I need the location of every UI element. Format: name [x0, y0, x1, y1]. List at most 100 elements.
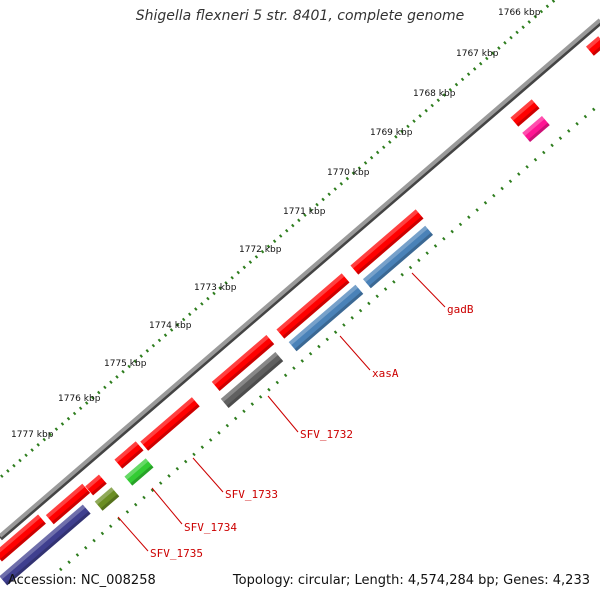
- reverse-cds-indigo-shade: [5, 511, 91, 586]
- leader-line-3: [267, 395, 299, 433]
- forward-cds-9: [45, 483, 91, 525]
- gene-gadB-highlight: [363, 225, 428, 283]
- forward-cds-4-body: [276, 273, 350, 339]
- forward-cds-5-shade: [217, 341, 275, 392]
- forward-cds-1: [510, 99, 540, 127]
- forward-cds-9-body: [45, 483, 91, 525]
- gene-SFV_1732: [220, 351, 284, 409]
- reverse-cds-indigo: [0, 504, 91, 586]
- forward-cds-3-body: [350, 209, 424, 275]
- tick-label-1766-kbp: 1766 kbp: [498, 8, 541, 18]
- forward-cds-1-shade: [516, 106, 540, 127]
- gene-SFV_1732-highlight: [220, 351, 278, 402]
- gene-SFV_1734: [124, 458, 154, 486]
- gene-SFV_1735: [94, 487, 120, 511]
- forward-cds-2: [586, 36, 600, 56]
- gene-SFV_1732-body: [220, 351, 284, 409]
- gene-label-xasA: xasA: [372, 367, 399, 380]
- reverse-cds-pink-shade: [528, 122, 550, 143]
- forward-cds-4-highlight: [276, 273, 345, 333]
- gene-xasA: [288, 284, 364, 352]
- gene-xasA-highlight: [288, 284, 359, 346]
- gene-xasA-shade: [294, 291, 364, 352]
- reverse-cds-indigo-body: [0, 504, 91, 586]
- leader-line-5: [151, 487, 183, 525]
- forward-cds-8-highlight: [85, 474, 102, 490]
- forward-cds-3-highlight: [350, 209, 419, 269]
- forward-cds-5-highlight: [211, 334, 269, 385]
- forward-cds-9-shade: [51, 490, 91, 525]
- gene-label-SFV_1732: SFV_1732: [300, 428, 353, 441]
- forward-cds-7-shade: [120, 448, 144, 469]
- tick-label-1772-kbp: 1772 kbp: [239, 245, 282, 255]
- forward-cds-10: [0, 514, 46, 562]
- genome-stats-text: Topology: circular; Length: 4,574,284 bp…: [232, 573, 590, 588]
- forward-cds-5-body: [211, 334, 275, 392]
- forward-cds-4-shade: [282, 280, 350, 339]
- leader-line-2: [339, 335, 371, 371]
- gene-gadB-shade: [368, 232, 433, 289]
- forward-strand-genes: [0, 36, 600, 562]
- forward-cds-2-highlight: [586, 36, 600, 50]
- forward-cds-7-highlight: [114, 441, 139, 463]
- gene-label-gadB: gadB: [447, 303, 474, 316]
- tick-label-1775-kbp: 1775 kbp: [104, 359, 147, 369]
- tick-label-1777-kbp: 1777 kbp: [11, 430, 54, 440]
- inner-dotted-ring: [59, 102, 600, 572]
- forward-cds-10-shade: [0, 521, 46, 562]
- forward-cds-3: [350, 209, 424, 275]
- forward-cds-5: [211, 334, 275, 392]
- forward-cds-7-body: [114, 441, 144, 469]
- forward-cds-8-shade: [91, 481, 107, 496]
- reverse-strand-genes: [0, 115, 550, 586]
- reverse-cds-pink-highlight: [522, 115, 545, 136]
- forward-cds-10-highlight: [0, 514, 41, 556]
- reverse-cds-pink: [522, 115, 550, 143]
- gene-gadB: [363, 225, 433, 289]
- leader-line-6: [117, 516, 149, 552]
- scale-tick-labels: 1766 kbp 1767 kbp 1768 kbp 1769 kbp 1770 kbp…: [11, 8, 541, 440]
- forward-cds-8: [85, 474, 107, 496]
- gene-xasA-body: [288, 284, 364, 352]
- gene-SFV_1732-shade: [226, 358, 284, 409]
- accession-text: Accession: NC_008258: [8, 573, 156, 588]
- forward-cds-7: [114, 441, 144, 469]
- genome-backbone: [0, 18, 600, 538]
- tick-label-1767-kbp: 1767 kbp: [456, 49, 499, 59]
- forward-cds-6-highlight: [140, 397, 195, 445]
- tick-label-1776-kbp: 1776 kbp: [58, 394, 101, 404]
- forward-cds-8-body: [85, 474, 107, 496]
- forward-cds-6-shade: [146, 404, 200, 451]
- forward-cds-10-body: [0, 514, 46, 562]
- gene-label-SFV_1735: SFV_1735: [150, 547, 203, 560]
- tick-label-1769-kbp: 1769 kbp: [370, 128, 413, 138]
- tick-label-1770-kbp: 1770 kbp: [327, 168, 370, 178]
- map-title: Shigella flexneri 5 str. 8401, complete …: [135, 8, 465, 24]
- reverse-cds-pink-body: [522, 115, 550, 143]
- reverse-cds-indigo-highlight: [0, 504, 86, 580]
- gene-SFV_1735-shade: [100, 494, 120, 511]
- gene-SFV_1734-body: [124, 458, 154, 486]
- outer-tick-ring: [0, 0, 558, 480]
- outer-dotted-ring: [0, 0, 558, 480]
- gene-SFV_1735-highlight: [94, 487, 115, 505]
- forward-cds-2-body: [586, 36, 600, 56]
- label-leader-lines: [117, 272, 446, 552]
- gene-label-SFV_1734: SFV_1734: [184, 521, 237, 534]
- tick-label-1771-kbp: 1771 kbp: [283, 207, 326, 217]
- forward-cds-4: [276, 273, 350, 339]
- gene-labels: gadB xasA SFV_1732 SFV_1733 SFV_1734 SFV_1735: [150, 303, 474, 560]
- tick-label-1774-kbp: 1774 kbp: [149, 321, 192, 331]
- forward-cds-9-highlight: [45, 483, 85, 519]
- forward-cds-1-highlight: [510, 99, 535, 121]
- gene-SFV_1734-highlight: [124, 458, 149, 480]
- tick-label-1773-kbp: 1773 kbp: [194, 283, 237, 293]
- gene-gadB-body: [363, 225, 433, 289]
- inner-tick-ring: [59, 102, 600, 572]
- gene-label-SFV_1733: SFV_1733: [225, 488, 278, 501]
- leader-line-4: [192, 457, 224, 493]
- forward-cds-3-shade: [356, 216, 424, 275]
- gene-SFV_1734-shade: [130, 465, 154, 486]
- forward-cds-1-body: [510, 99, 540, 127]
